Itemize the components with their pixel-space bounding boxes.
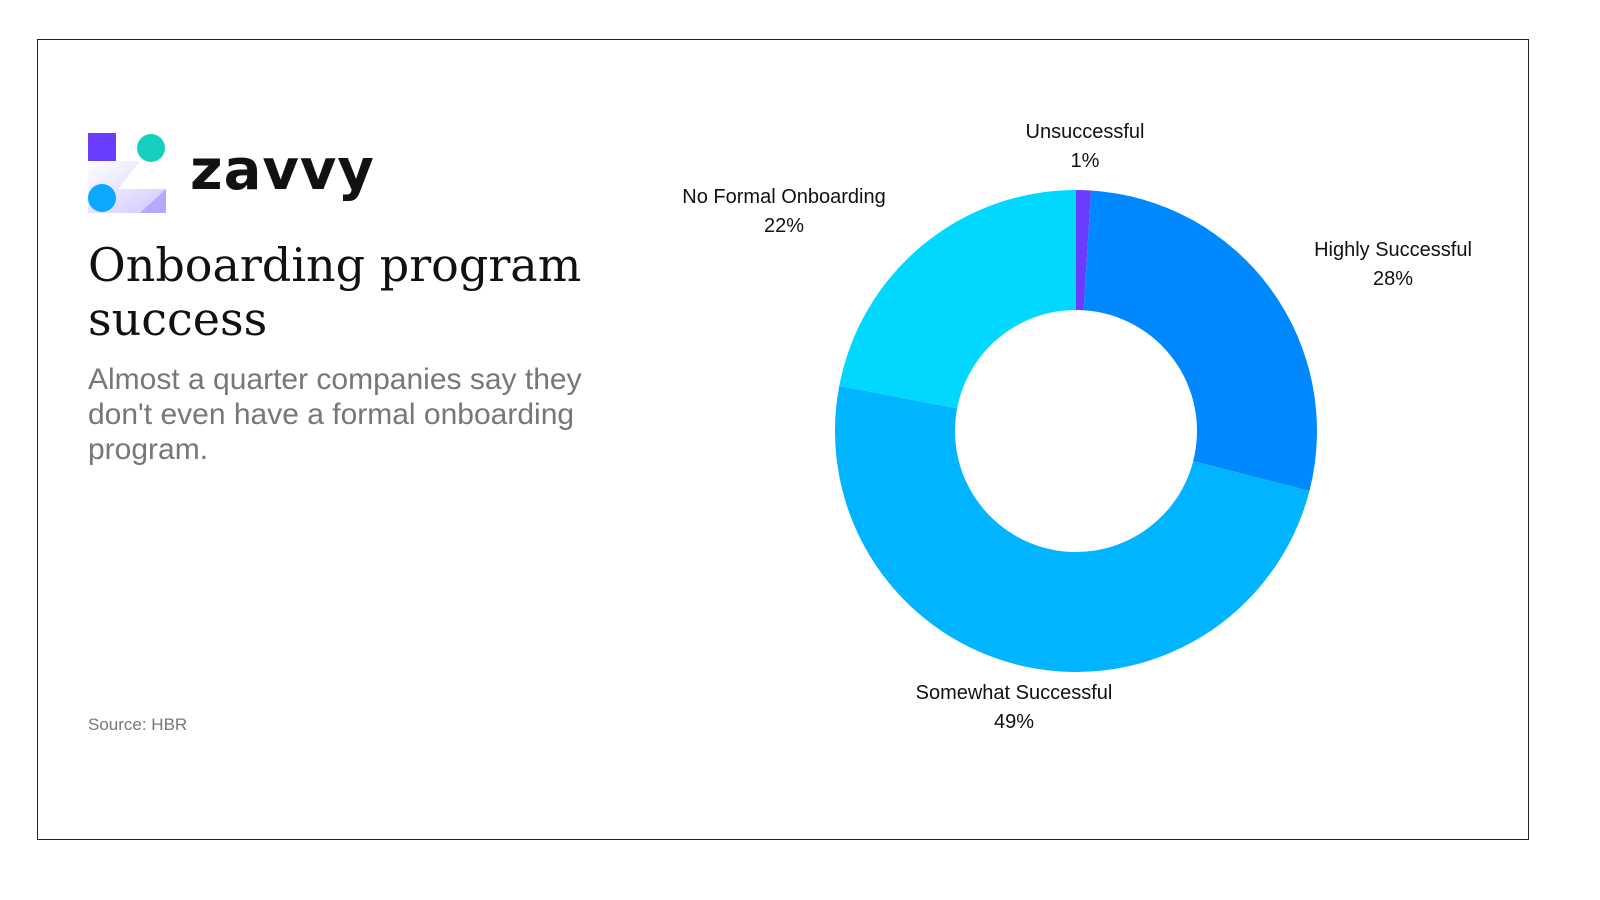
slice-label-name: Somewhat Successful (915, 682, 1113, 704)
slice-highly-successful (1083, 190, 1317, 491)
source-note: Source: HBR (88, 715, 188, 734)
slice-label-somewhat-successful: Somewhat Successful 49% (916, 679, 1113, 737)
slice-label-name: Unsuccessful (1025, 121, 1145, 143)
slice-no-formal-onboarding (839, 190, 1076, 409)
brand-name: zavvy (190, 138, 375, 203)
slide-frame (37, 39, 1529, 840)
page-title: Onboarding program success (88, 238, 582, 346)
slice-label-no-formal-onboarding: No Formal Onboarding 22% (682, 183, 885, 241)
slice-label-value: 49% (993, 711, 1035, 733)
slice-label-name: No Formal Onboarding (682, 186, 886, 208)
slice-somewhat-successful (834, 385, 1310, 673)
slice-label-value: 1% (1070, 150, 1100, 172)
slice-unsuccessful (1076, 190, 1092, 311)
slice-label-value: 28% (1372, 268, 1414, 290)
slice-label-highly-successful: Highly Successful 28% (1314, 236, 1472, 294)
slice-label-name: Highly Successful (1314, 239, 1472, 261)
zavvy-logo (88, 133, 166, 213)
subtitle: Almost a quarter companies say they don'… (88, 363, 582, 466)
slice-label-unsuccessful: Unsuccessful 1% (1026, 118, 1145, 176)
slice-label-value: 22% (763, 215, 805, 237)
